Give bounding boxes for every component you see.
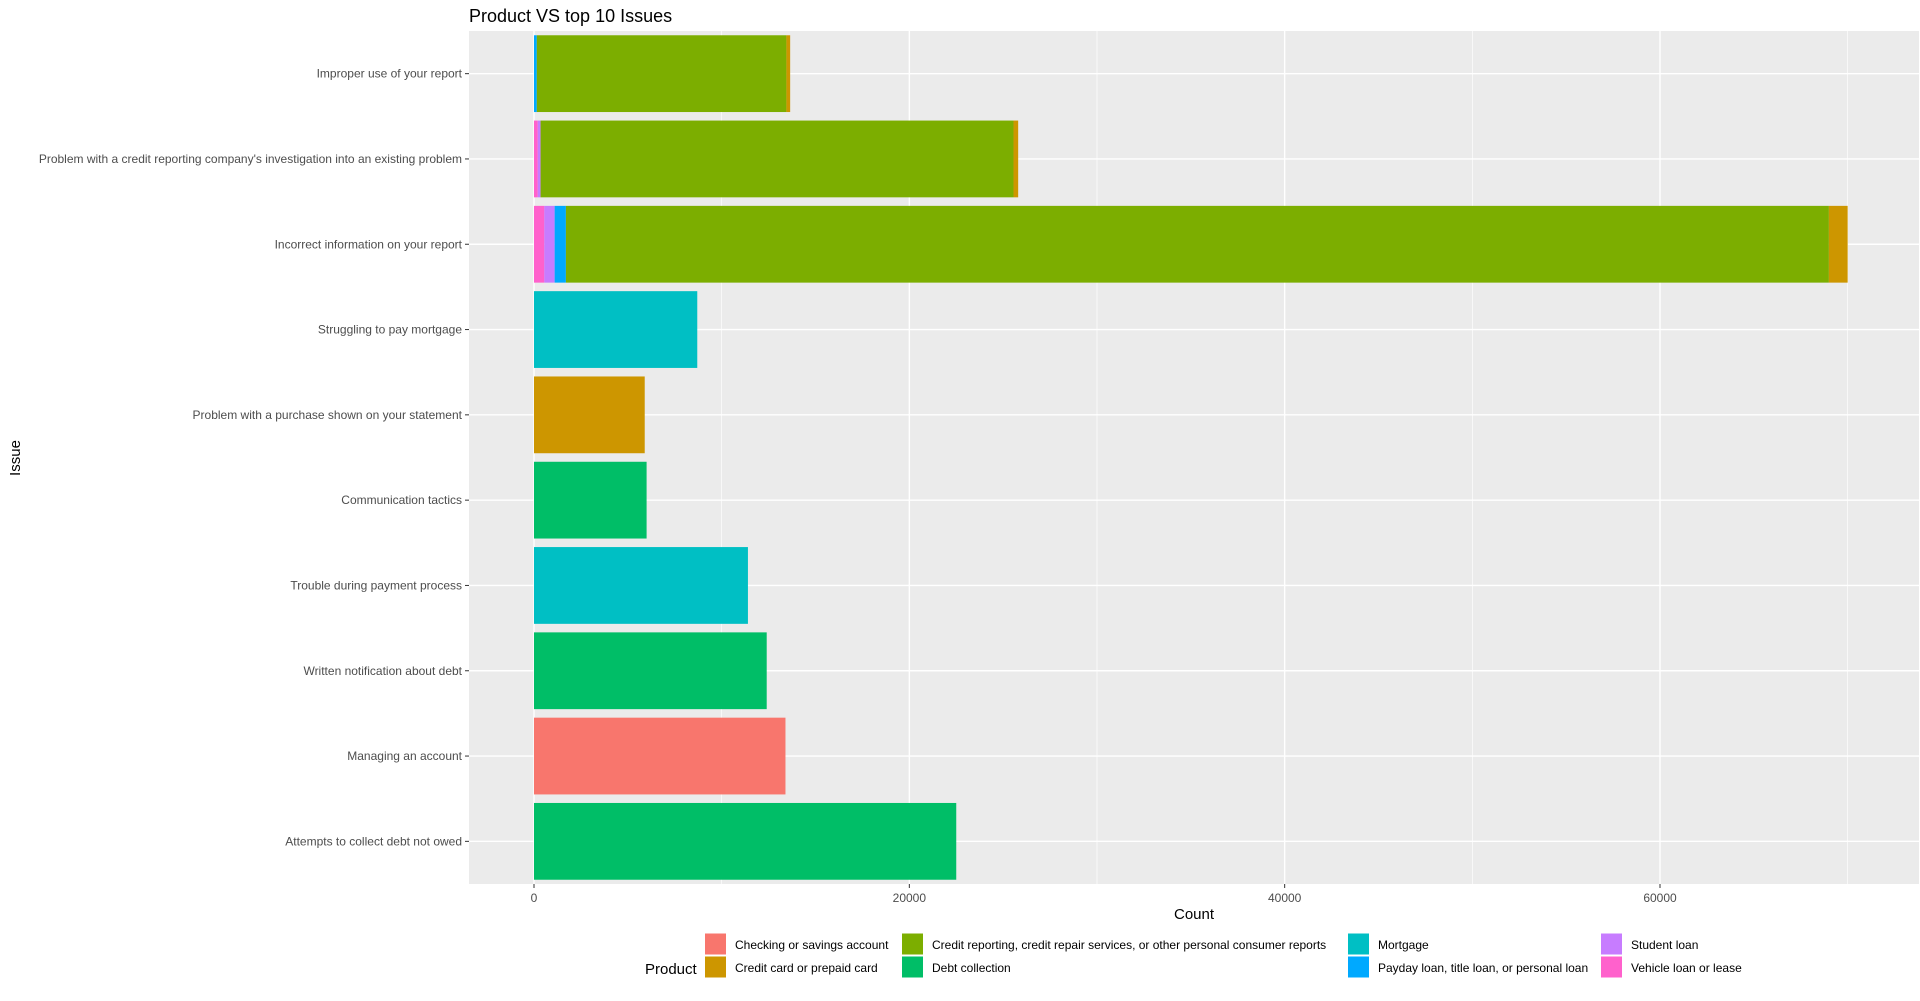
bars-layer: [534, 35, 1848, 880]
chart-title: Product VS top 10 Issues: [469, 6, 672, 26]
bar-segment: [534, 632, 767, 710]
legend-key: [902, 956, 923, 978]
legend-key: [1348, 933, 1369, 955]
bar-segment: [534, 205, 545, 283]
legend-key: [1348, 956, 1369, 978]
bar-segment: [534, 120, 538, 198]
legend-title: Product: [645, 961, 698, 978]
y-tick-label: Problem with a purchase shown on your st…: [193, 408, 463, 422]
bar-segment: [1013, 120, 1019, 198]
bar-segment: [534, 802, 957, 880]
legend-label: Student loan: [1631, 938, 1698, 952]
legend-key: [1601, 956, 1622, 978]
legend: Product Checking or savings account Credi…: [645, 933, 1742, 978]
bar-segment: [534, 376, 645, 454]
y-tick-label: Incorrect information on your report: [275, 237, 463, 251]
bar-segment: [534, 291, 698, 368]
y-tick-label: Communication tactics: [341, 493, 462, 507]
y-axis-title: Issue: [7, 440, 24, 476]
y-axis: Attempts to collect debt not owed Managin…: [39, 67, 469, 848]
x-tick-label: 20000: [893, 891, 927, 905]
bar-segment: [1828, 205, 1848, 283]
legend-label: Vehicle loan or lease: [1631, 961, 1742, 975]
legend-key: [705, 933, 726, 955]
x-tick-label: 40000: [1268, 891, 1302, 905]
bar-segment: [537, 120, 541, 198]
bar-segment: [534, 717, 786, 795]
y-tick-label: Attempts to collect debt not owed: [285, 834, 462, 848]
x-tick-label: 60000: [1643, 891, 1677, 905]
x-axis-title: Count: [1174, 906, 1215, 923]
legend-label: Debt collection: [932, 961, 1011, 975]
bar-segment: [536, 35, 787, 113]
y-tick-label: Trouble during payment process: [290, 578, 462, 592]
legend-label: Credit reporting, credit repair services…: [932, 938, 1326, 952]
legend-key: [902, 933, 923, 955]
y-tick-label: Problem with a credit reporting company'…: [39, 152, 462, 166]
bar-segment: [786, 35, 791, 113]
legend-key: [705, 956, 726, 978]
bar-segment: [534, 35, 537, 113]
legend-label: Mortgage: [1378, 938, 1429, 952]
y-tick-label: Struggling to pay mortgage: [318, 323, 462, 337]
bar-segment: [534, 547, 748, 624]
bar-segment: [554, 205, 566, 283]
bar-segment: [565, 205, 1829, 283]
y-tick-label: Managing an account: [347, 749, 462, 763]
bar-segment: [540, 120, 1014, 198]
legend-label: Checking or savings account: [735, 938, 889, 952]
bar-segment: [544, 205, 555, 283]
y-tick-label: Written notification about debt: [303, 664, 462, 678]
x-tick-label: 0: [531, 891, 538, 905]
legend-label: Payday loan, title loan, or personal loa…: [1378, 961, 1588, 975]
x-axis: 0 20000 40000 60000: [531, 884, 1677, 905]
legend-key: [1601, 933, 1622, 955]
y-tick-label: Improper use of your report: [317, 67, 463, 81]
legend-label: Credit card or prepaid card: [735, 961, 878, 975]
bar-segment: [534, 461, 647, 539]
